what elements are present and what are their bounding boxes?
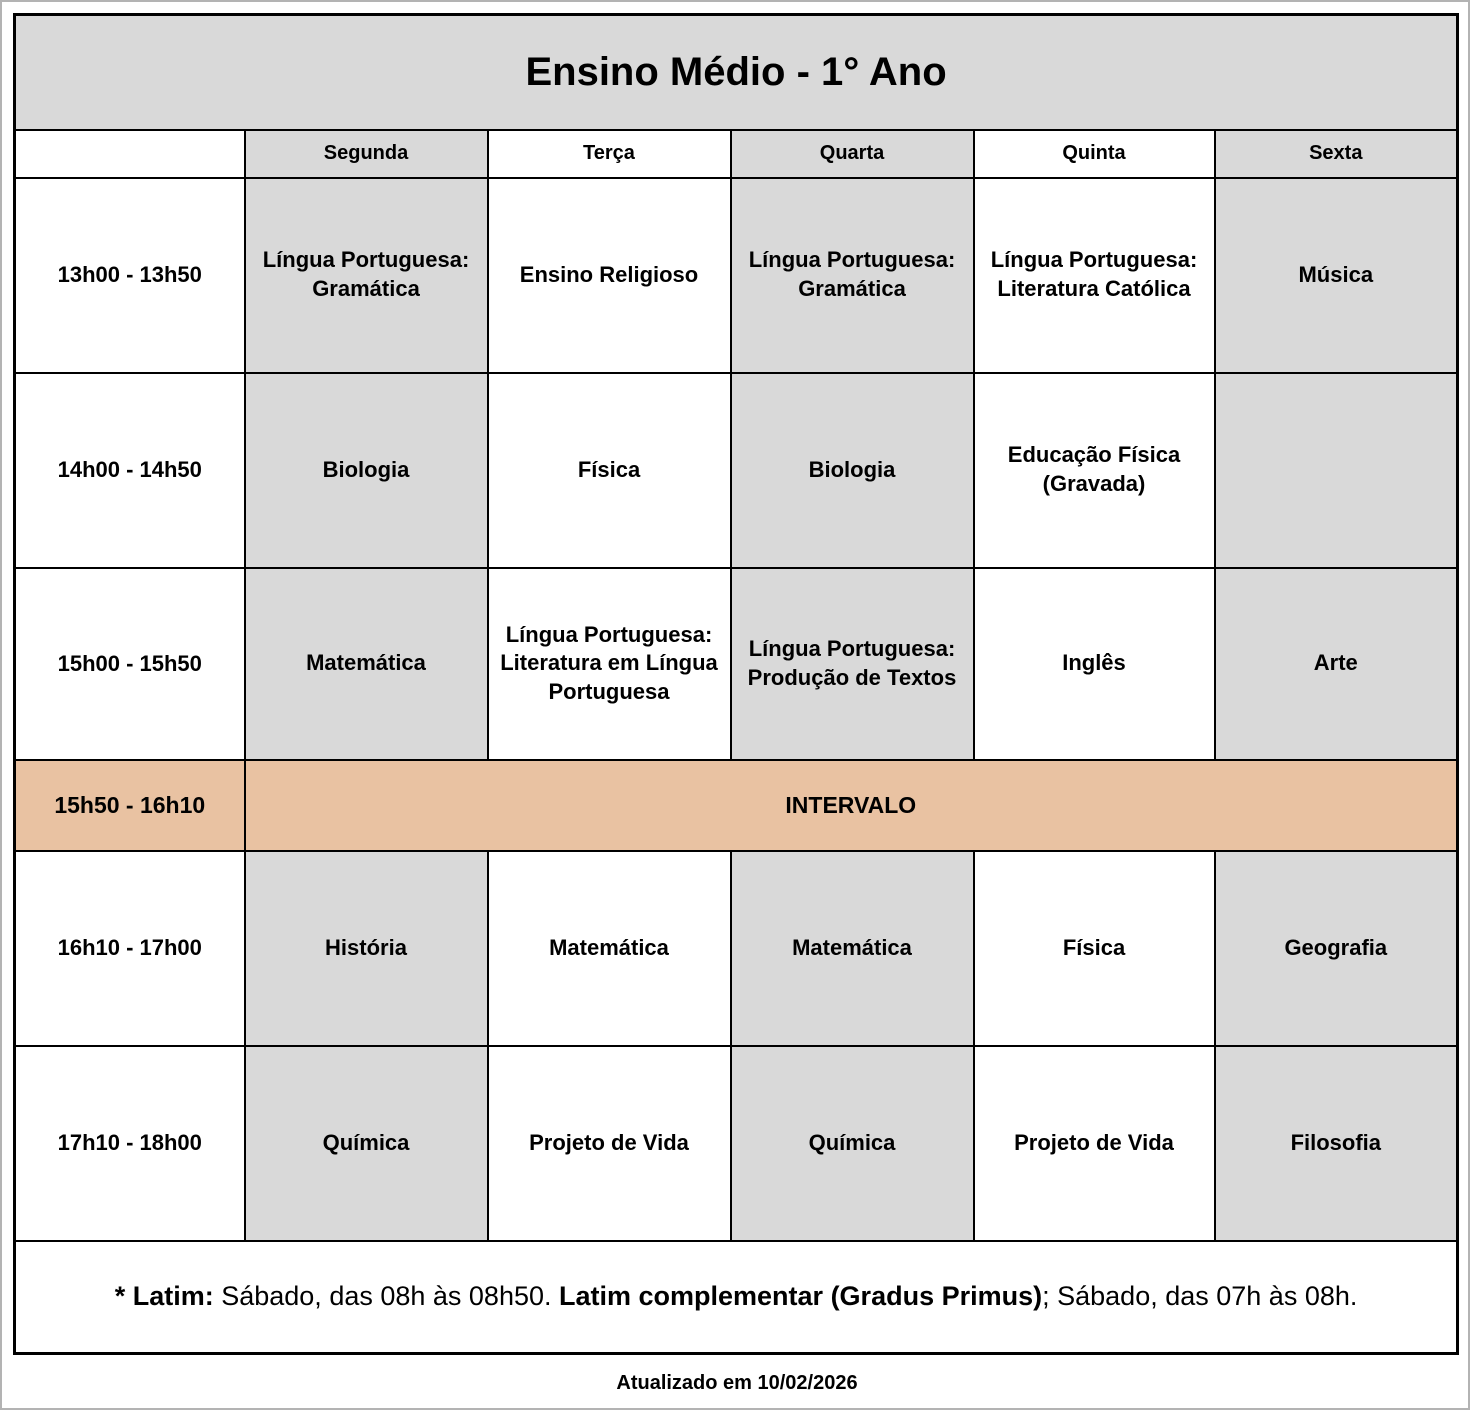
schedule-row-2: 14h00 - 14h50 Biologia Física Biologia E…: [13, 371, 1459, 569]
day-header-quinta: Quinta: [972, 128, 1216, 179]
latin-complementar-label: Latim complementar (Gradus Primus): [559, 1281, 1043, 1312]
schedule-row-5: 17h10 - 18h00 Química Projeto de Vida Qu…: [13, 1044, 1459, 1242]
subject-cell: Matemática: [243, 566, 489, 761]
subject-cell: Física: [486, 371, 732, 569]
subject-cell: Matemática: [729, 849, 975, 1047]
subject-cell: Inglês: [972, 566, 1216, 761]
day-header-quarta: Quarta: [729, 128, 975, 179]
break-time-slot: 15h50 - 16h10: [13, 758, 246, 852]
subject-cell: História: [243, 849, 489, 1047]
title-row: Ensino Médio - 1° Ano: [13, 13, 1459, 131]
subject-cell: Ensino Religioso: [486, 176, 732, 374]
time-slot: 14h00 - 14h50: [13, 371, 246, 569]
subject-cell: Língua Portuguesa: Gramática: [243, 176, 489, 374]
subject-cell-empty: [1213, 371, 1459, 569]
updated-date: Atualizado em 10/02/2026: [616, 1372, 858, 1394]
page-title: Ensino Médio - 1° Ano: [13, 13, 1459, 131]
break-label: INTERVALO: [243, 758, 1459, 852]
schedule-row-3: 15h00 - 15h50 Matemática Língua Portugue…: [13, 566, 1459, 761]
subject-cell: Educação Física (Gravada): [972, 371, 1216, 569]
latin-note-text-2: ; Sábado, das 07h às 08h.: [1042, 1281, 1358, 1312]
subject-cell: Projeto de Vida: [972, 1044, 1216, 1242]
latin-note-text-1: Sábado, das 08h às 08h50.: [213, 1281, 559, 1312]
footnote-row: * Latim: Sábado, das 08h às 08h50. Latim…: [13, 1239, 1459, 1355]
schedule-row-4: 16h10 - 17h00 História Matemática Matemá…: [13, 849, 1459, 1047]
time-slot: 15h00 - 15h50: [13, 566, 246, 761]
day-header-terca: Terça: [486, 128, 732, 179]
subject-cell: Música: [1213, 176, 1459, 374]
subject-cell: Língua Portuguesa: Literatura Católica: [972, 176, 1216, 374]
day-header-segunda: Segunda: [243, 128, 489, 179]
subject-cell: Língua Portuguesa: Produção de Textos: [729, 566, 975, 761]
latin-note-label: * Latim:: [114, 1281, 214, 1312]
subject-cell: Língua Portuguesa: Gramática: [729, 176, 975, 374]
latin-note: * Latim: Sábado, das 08h às 08h50. Latim…: [13, 1239, 1459, 1355]
subject-cell: Biologia: [243, 371, 489, 569]
day-header-sexta: Sexta: [1213, 128, 1459, 179]
time-slot: 16h10 - 17h00: [13, 849, 246, 1047]
subject-cell: Projeto de Vida: [486, 1044, 732, 1242]
subject-cell: Filosofia: [1213, 1044, 1459, 1242]
time-slot: 17h10 - 18h00: [13, 1044, 246, 1242]
subject-cell: Arte: [1213, 566, 1459, 761]
subject-cell: Física: [972, 849, 1216, 1047]
corner-cell: [13, 128, 246, 179]
subject-cell: Matemática: [486, 849, 732, 1047]
subject-cell: Biologia: [729, 371, 975, 569]
subject-cell: Geografia: [1213, 849, 1459, 1047]
subject-cell: Química: [243, 1044, 489, 1242]
break-row: 15h50 - 16h10 INTERVALO: [13, 758, 1459, 852]
timetable: Ensino Médio - 1° Ano Segunda Terça Quar…: [13, 13, 1460, 1355]
subject-cell: Química: [729, 1044, 975, 1242]
subject-cell: Língua Portuguesa: Literatura em Língua …: [486, 566, 732, 761]
time-slot: 13h00 - 13h50: [13, 176, 246, 374]
day-header-row: Segunda Terça Quarta Quinta Sexta: [13, 128, 1459, 179]
schedule-row-1: 13h00 - 13h50 Língua Portuguesa: Gramáti…: [13, 176, 1459, 374]
